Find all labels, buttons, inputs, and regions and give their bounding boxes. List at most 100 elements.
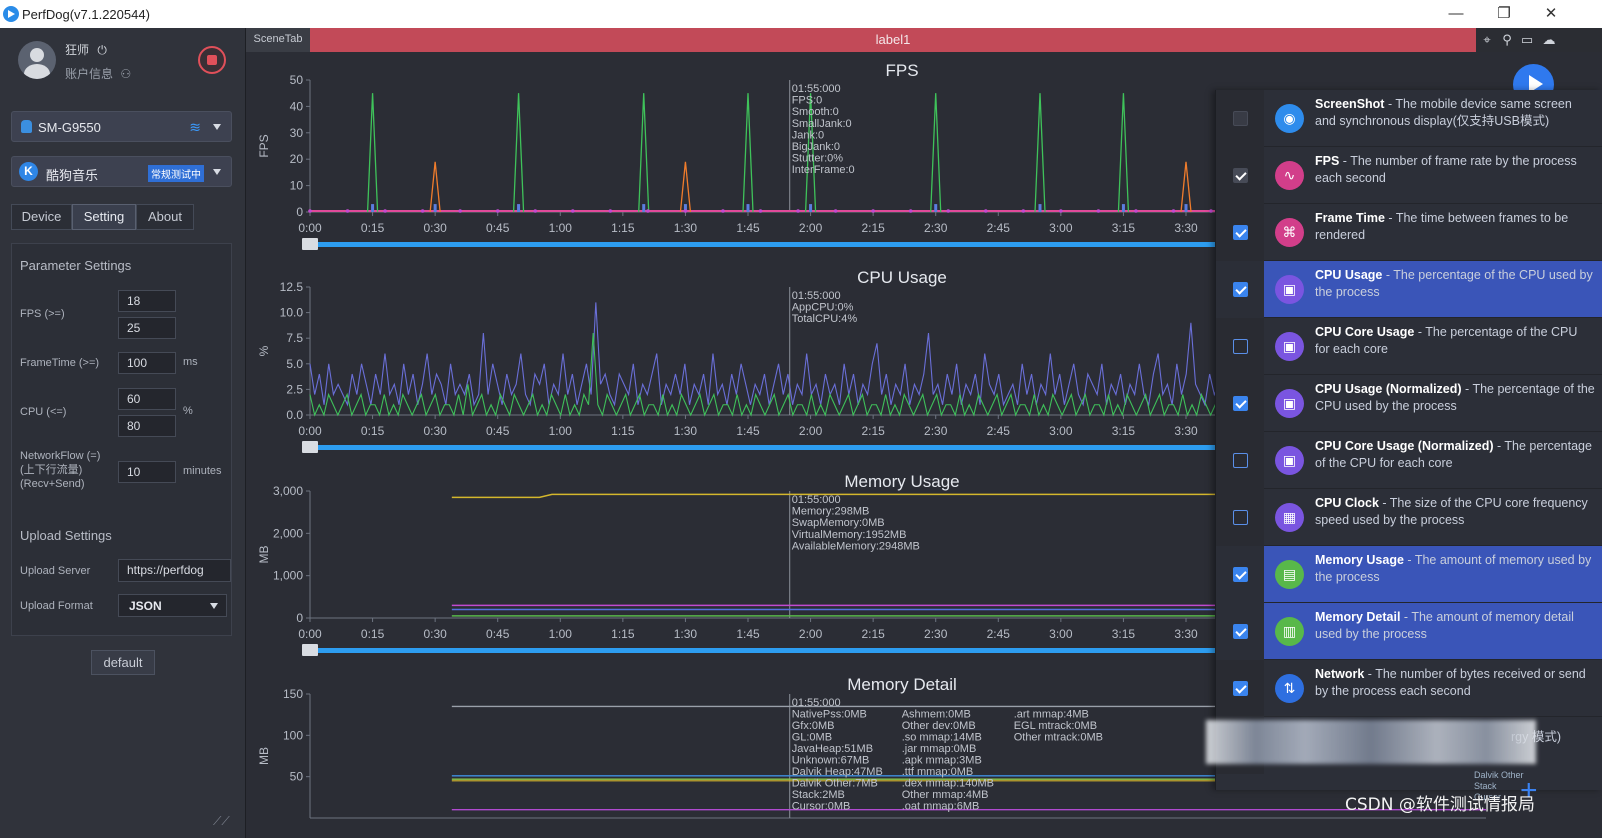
tab-device[interactable]: Device bbox=[11, 204, 72, 230]
upload-settings-heading: Upload Settings bbox=[20, 528, 112, 543]
metric-checkbox[interactable] bbox=[1233, 111, 1248, 126]
scene-tab[interactable]: SceneTab bbox=[246, 28, 310, 52]
cloud-icon[interactable]: ☁ bbox=[1542, 32, 1556, 47]
x-tick-label: 2:30 bbox=[924, 424, 948, 438]
metric-icon: ▣ bbox=[1275, 275, 1304, 304]
upload-format-select[interactable]: JSON bbox=[118, 594, 227, 617]
record-stop-button[interactable] bbox=[198, 46, 226, 74]
cpu-threshold-2[interactable]: 80 bbox=[118, 415, 176, 437]
cpu-threshold-1[interactable]: 60 bbox=[118, 388, 176, 410]
metric-item[interactable]: ∿ FPS - The number of frame rate by the p… bbox=[1216, 147, 1602, 204]
x-tick-label: 0:30 bbox=[423, 424, 447, 438]
metric-item[interactable]: ▣ CPU Usage - The percentage of the CPU u… bbox=[1216, 261, 1602, 318]
fps-spike bbox=[804, 93, 817, 213]
y-tick-label: 150 bbox=[283, 687, 303, 701]
user-name: 狂师 bbox=[65, 43, 90, 57]
metric-checkbox[interactable] bbox=[1233, 453, 1248, 468]
scroll-handle bbox=[302, 441, 318, 453]
fps-threshold-1[interactable]: 18 bbox=[118, 290, 176, 312]
power-icon[interactable]: ⏻ bbox=[97, 43, 107, 57]
upload-server-label: Upload Server bbox=[20, 565, 91, 577]
fps-threshold-2[interactable]: 25 bbox=[118, 317, 176, 339]
parameter-settings-heading: Parameter Settings bbox=[20, 258, 132, 273]
metric-desc: - The percentage of the CPU used by the … bbox=[1315, 268, 1593, 299]
metric-name: ScreenShot bbox=[1315, 97, 1385, 111]
metric-name: Frame Time bbox=[1315, 211, 1385, 225]
add-icon[interactable]: + bbox=[1520, 774, 1538, 807]
default-button[interactable]: default bbox=[91, 650, 155, 675]
fps-spike bbox=[1180, 161, 1192, 213]
x-tick-label: 2:00 bbox=[799, 424, 823, 438]
fps-marker bbox=[946, 209, 951, 213]
account-info-link[interactable]: 账户信息 ⚇ bbox=[65, 65, 131, 82]
avatar[interactable] bbox=[18, 41, 56, 79]
frametime-label: FrameTime (>=) bbox=[20, 357, 100, 369]
collapse-icon[interactable]: ⟋⟋ bbox=[213, 814, 230, 828]
metric-item[interactable]: ⇅ Network - The number of bytes received … bbox=[1216, 660, 1602, 717]
location-icon[interactable]: ⌖ bbox=[1483, 32, 1491, 47]
metric-checkbox[interactable] bbox=[1233, 282, 1248, 297]
minimize-button[interactable]: — bbox=[1448, 5, 1464, 22]
metric-name: CPU Clock bbox=[1315, 496, 1379, 510]
metric-item[interactable]: ◉ ScreenShot - The mobile device same scr… bbox=[1216, 90, 1602, 147]
x-tick-label: 1:15 bbox=[611, 221, 635, 235]
fps-marker bbox=[721, 209, 725, 213]
watermark: CSDN @软件测试情报局 bbox=[1345, 795, 1535, 815]
tooltip-line: 01:55:000 bbox=[792, 697, 841, 709]
frametime-input[interactable]: 100 bbox=[118, 352, 176, 374]
tooltip-line: .dex mmap:140MB bbox=[902, 778, 994, 790]
upload-server-input[interactable]: https://perfdog bbox=[118, 559, 231, 582]
metric-checkbox[interactable] bbox=[1233, 225, 1248, 240]
tab-setting[interactable]: Setting bbox=[72, 204, 136, 230]
metric-checkbox[interactable] bbox=[1233, 567, 1248, 582]
pin-icon[interactable]: ⚲ bbox=[1502, 32, 1512, 47]
maximize-button[interactable]: ❐ bbox=[1497, 5, 1511, 22]
fps-spike bbox=[930, 93, 942, 213]
metric-checkbox[interactable] bbox=[1233, 339, 1248, 354]
metric-checkbox[interactable] bbox=[1233, 681, 1248, 696]
metric-selector-panel: ◉ ScreenShot - The mobile device same scr… bbox=[1206, 90, 1602, 790]
metric-description: ScreenShot - The mobile device same scre… bbox=[1315, 96, 1595, 130]
fps-marker bbox=[646, 209, 650, 213]
tooltip-line: SwapMemory:0MB bbox=[792, 517, 885, 529]
label-bar[interactable]: label1 bbox=[310, 28, 1476, 52]
x-tick-label: 3:00 bbox=[1049, 221, 1073, 235]
close-button[interactable]: ✕ bbox=[1544, 5, 1558, 22]
metric-checkbox[interactable] bbox=[1233, 510, 1248, 525]
metric-checkbox-cell bbox=[1216, 90, 1264, 147]
networkflow-input[interactable]: 10 bbox=[118, 461, 176, 483]
metric-item[interactable]: ▥ Memory Detail - The amount of memory de… bbox=[1216, 603, 1602, 660]
app-select[interactable]: K 酷狗音乐 常规测试中 bbox=[11, 156, 232, 187]
tab-about[interactable]: About bbox=[136, 204, 194, 230]
metric-checkbox[interactable] bbox=[1233, 168, 1248, 183]
x-tick-label: 0:30 bbox=[423, 221, 447, 235]
metric-checkbox-cell bbox=[1216, 432, 1264, 489]
title-bar: PerfDog(v7.1.220544) — ❐ ✕ bbox=[0, 0, 1602, 28]
x-tick-label: 1:45 bbox=[736, 221, 760, 235]
metric-checkbox[interactable] bbox=[1233, 396, 1248, 411]
metric-item[interactable]: ▤ Memory Usage - The amount of memory use… bbox=[1216, 546, 1602, 603]
y-tick-label: 3,000 bbox=[273, 484, 303, 498]
device-name: SM-G9550 bbox=[38, 120, 101, 135]
metric-item[interactable]: ▦ CPU Clock - The size of the CPU core fr… bbox=[1216, 489, 1602, 546]
chart-title: Memory Usage bbox=[844, 472, 959, 491]
legend-item: Stack bbox=[1474, 781, 1497, 791]
metric-item[interactable]: ▣ CPU Usage (Normalized) - The percentage… bbox=[1216, 375, 1602, 432]
cpu-series-line bbox=[309, 302, 1318, 407]
tooltip-line: AvailableMemory:2948MB bbox=[792, 540, 920, 552]
device-select[interactable]: SM-G9550 ≋ bbox=[11, 111, 232, 142]
x-tick-label: 0:00 bbox=[298, 221, 322, 235]
folder-icon[interactable]: ▭ bbox=[1520, 32, 1534, 47]
fps-marker bbox=[1059, 209, 1063, 213]
metric-checkbox[interactable] bbox=[1233, 624, 1248, 639]
fps-marker bbox=[1096, 209, 1101, 213]
metric-icon: ▤ bbox=[1275, 560, 1304, 589]
metric-name: FPS bbox=[1315, 154, 1340, 168]
x-tick-label: 0:15 bbox=[361, 627, 385, 641]
metric-item[interactable]: ▣ CPU Core Usage - The percentage of the … bbox=[1216, 318, 1602, 375]
scroll-handle bbox=[302, 644, 318, 656]
y-tick-label: 1,000 bbox=[273, 569, 303, 583]
metric-item[interactable]: ⌘ Frame Time - The time between frames to… bbox=[1216, 204, 1602, 261]
metric-item[interactable]: ▣ CPU Core Usage (Normalized) - The perce… bbox=[1216, 432, 1602, 489]
y-tick-label: 0 bbox=[296, 611, 303, 625]
